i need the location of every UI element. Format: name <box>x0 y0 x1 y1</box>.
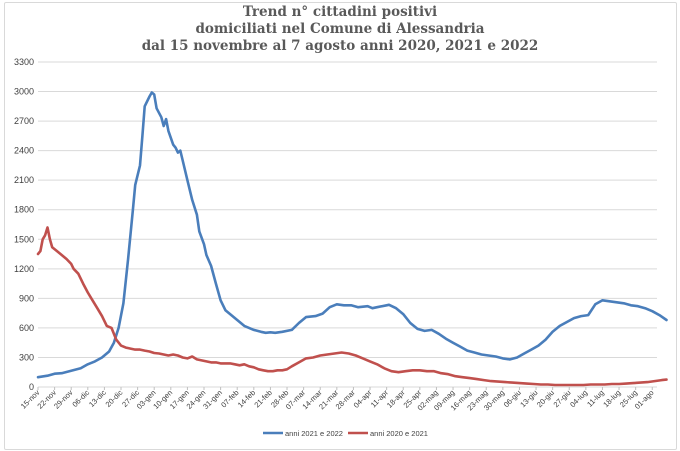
x-tick-label: 06-dic <box>70 388 91 409</box>
x-axis-ticks: 15-nov22-nov29-nov06-dic13-dic20-dic27-d… <box>19 387 656 412</box>
x-tick-label: 13-giu <box>518 388 539 409</box>
y-tick-label: 300 <box>19 352 34 362</box>
x-tick-label: 14-feb <box>236 388 257 409</box>
y-tick-label: 1500 <box>14 234 34 244</box>
chart-title-line-1: Trend n° cittadini positivi <box>242 4 438 20</box>
x-tick-label: 13-dic <box>87 388 108 409</box>
x-tick-label: 04-apr <box>352 388 374 410</box>
chart-title-line-3: dal 15 novembre al 7 agosto anni 2020, 2… <box>141 38 539 54</box>
x-tick-label: 20-giu <box>535 388 556 409</box>
y-tick-label: 2100 <box>14 175 34 185</box>
y-tick-label: 2400 <box>14 146 34 156</box>
y-tick-label: 1800 <box>14 205 34 215</box>
y-axis-ticks: 0 300 600 900 1200 1500 1800 2100 2400 2700 3000 33… <box>14 57 34 392</box>
x-tick-label: 20-dic <box>104 388 125 409</box>
x-tick-label: 29-nov <box>52 388 75 411</box>
chart-title-line-2: domiciliati nel Comune di Alessandria <box>195 21 485 37</box>
series-line-1 <box>36 91 668 379</box>
x-tick-label: 18-lug <box>601 388 622 409</box>
x-tick-label: 21-feb <box>252 388 273 409</box>
y-tick-label: 2700 <box>14 116 34 126</box>
y-tick-label: 3000 <box>14 87 34 97</box>
x-tick-label: 06-giu <box>502 388 523 409</box>
series-line-2 <box>36 226 668 387</box>
chart-title: Trend n° cittadini positivi domiciliati … <box>0 4 680 55</box>
y-tick-label: 1200 <box>14 264 34 274</box>
y-tick-label: 0 <box>29 382 34 392</box>
legend: anni 2021 e 2022 anni 2020 e 2021 <box>263 429 428 438</box>
legend-label-1: anni 2021 e 2022 <box>285 429 343 438</box>
x-tick-label: 27-giu <box>552 388 573 409</box>
chart-frame <box>4 2 677 450</box>
x-tick-label: 31-gen <box>201 388 224 411</box>
x-tick-label: 28-mar <box>334 388 358 412</box>
y-tick-label: 3300 <box>14 57 34 67</box>
legend-label-2: anni 2020 e 2021 <box>370 429 428 438</box>
y-tick-label: 900 <box>19 293 34 303</box>
x-tick-label: 04-lug <box>568 388 589 409</box>
y-tick-label: 600 <box>19 323 34 333</box>
x-tick-label: 01-ago <box>633 388 656 411</box>
x-tick-label: 11-lug <box>585 388 606 409</box>
series-lines <box>36 91 668 387</box>
x-tick-label: 07-feb <box>219 388 240 409</box>
